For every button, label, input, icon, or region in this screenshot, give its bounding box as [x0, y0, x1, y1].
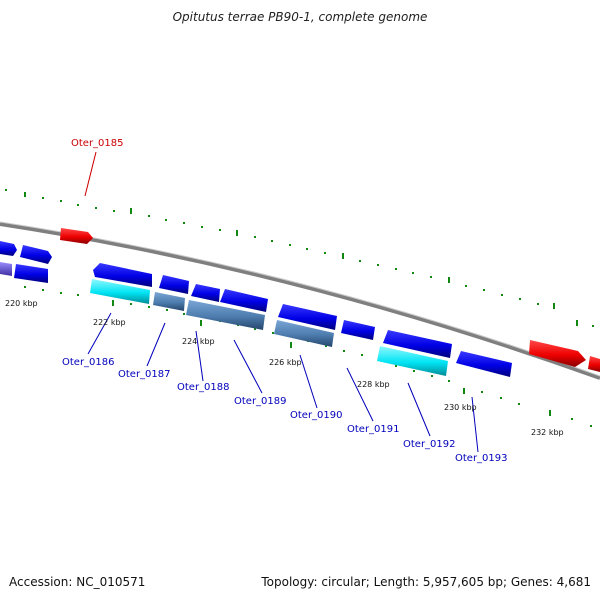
tick-label-226: 226 kbp — [269, 358, 302, 367]
gene-block-oter-0190[interactable] — [274, 320, 334, 347]
lower-strand-genes — [0, 262, 512, 377]
callout-lines — [84, 151, 479, 453]
gene-block-oter-0188[interactable] — [186, 300, 265, 330]
gene-arrow-lower[interactable] — [341, 320, 375, 340]
gene-block-oter-0186[interactable] — [90, 279, 150, 304]
gene-label-oter-0189[interactable]: Oter_0189 — [234, 396, 287, 407]
gene-arrow-upper[interactable] — [588, 356, 600, 372]
gene-label-oter-0193[interactable]: Oter_0193 — [455, 453, 508, 464]
gene-label-oter-0187[interactable]: Oter_0187 — [118, 369, 171, 380]
topology-text: Topology: circular; Length: 5,957,605 bp… — [261, 575, 591, 589]
gene-arrow-lower[interactable] — [14, 264, 48, 283]
tick-label-224: 224 kbp — [182, 337, 215, 346]
upper-tick-ring — [5, 189, 594, 327]
gene-arrow-lower[interactable] — [383, 330, 452, 358]
gene-label-oter-0185[interactable]: Oter_0185 — [71, 138, 124, 149]
tick-label-222: 222 kbp — [93, 318, 126, 327]
tick-labels: 220 kbp 222 kbp 224 kbp 226 kbp 228 kbp … — [5, 299, 564, 437]
gene-arrow-lower[interactable] — [278, 304, 337, 330]
gene-arrow-upper[interactable] — [529, 340, 586, 367]
gene-arrow-lower[interactable] — [191, 284, 220, 302]
gene-arrow-upper[interactable] — [0, 241, 17, 256]
upper-strand-genes — [0, 228, 600, 372]
gene-block-oter-0187[interactable] — [153, 292, 185, 311]
gene-arrow-lower[interactable] — [220, 289, 268, 312]
gene-label-oter-0191[interactable]: Oter_0191 — [347, 424, 400, 435]
gene-arrow-lower[interactable] — [159, 275, 189, 294]
gene-arrow-lower[interactable] — [93, 263, 152, 287]
gene-label-oter-0188[interactable]: Oter_0188 — [177, 382, 230, 393]
gene-label-oter-0192[interactable]: Oter_0192 — [403, 439, 456, 450]
gene-block-purple[interactable] — [0, 262, 12, 276]
gene-label-oter-0190[interactable]: Oter_0190 — [290, 410, 343, 421]
gene-labels: Oter_0185 Oter_0186 Oter_0187 Oter_0188 … — [62, 138, 508, 464]
tick-label-232: 232 kbp — [531, 428, 564, 437]
tick-label-230: 230 kbp — [444, 403, 477, 412]
map-title: Opitutus terrae PB90-1, complete genome — [172, 10, 428, 24]
gene-arrow-lower[interactable] — [456, 351, 512, 377]
genome-backbone — [0, 222, 600, 380]
accession-text: Accession: NC_010571 — [9, 575, 146, 589]
tick-label-228: 228 kbp — [357, 380, 390, 389]
gene-arrow-upper[interactable] — [20, 245, 52, 264]
tick-label-220: 220 kbp — [5, 299, 38, 308]
gene-block-oter-0192[interactable] — [377, 346, 448, 376]
gene-label-oter-0186[interactable]: Oter_0186 — [62, 357, 115, 368]
gene-arrow-oter-0185[interactable] — [60, 228, 93, 244]
genome-backbone-highlight — [0, 221, 600, 377]
